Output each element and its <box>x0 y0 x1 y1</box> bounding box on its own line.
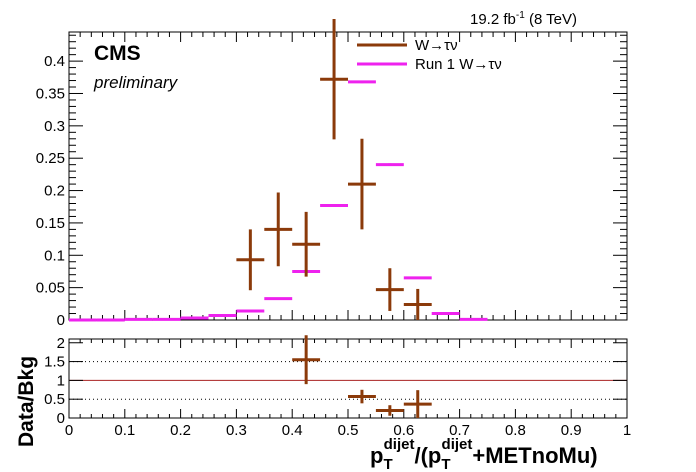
lumi-exponent: -1 <box>516 10 525 21</box>
main-axis-ticks <box>68 32 628 321</box>
wtaunu-point <box>264 192 293 267</box>
main-y-tick-label: 0.05 <box>36 280 65 297</box>
run1-point <box>348 80 376 84</box>
xlabel-tail: +METnoMu) <box>472 443 597 468</box>
wtaunu-point <box>403 288 432 320</box>
x-tick-label: 0 <box>65 422 73 439</box>
ratio-point <box>403 390 432 418</box>
x-tick-label: 0.6 <box>393 422 414 439</box>
main-data-marks <box>69 19 488 322</box>
main-y-tick-label: 0.35 <box>36 85 65 102</box>
xlabel-p1: p <box>370 443 383 468</box>
ratio-point <box>375 405 404 416</box>
run1-point <box>375 163 404 167</box>
x-tick-label: 0.9 <box>561 422 582 439</box>
main-y-tick-label: 0 <box>57 312 65 329</box>
lumi-value: 19.2 fb <box>470 11 516 28</box>
lumi-energy: (8 TeV) <box>525 11 577 28</box>
ratio-x-tick-labels: 0 0.1 0.2 0.3 0.4 0.5 0.6 0.7 0.8 0.9 1 <box>65 422 631 439</box>
run1-point <box>264 297 293 301</box>
main-y-tick-label: 0.3 <box>44 118 65 135</box>
x-tick-label: 0.4 <box>282 422 303 439</box>
ratio-y-tick-labels: 0 0.5 11.5 2 <box>44 335 65 427</box>
preliminary-label: preliminary <box>93 73 179 92</box>
wtaunu-point <box>320 19 348 140</box>
x-axis-title: pTdijet/(pTdijet+METnoMu) <box>370 436 598 472</box>
run1-point <box>320 203 348 207</box>
ratio-y-tick-label: 1.5 <box>44 354 65 371</box>
main-y-tick-label: 0.4 <box>44 53 65 70</box>
x-tick-label: 0.8 <box>505 422 526 439</box>
lumi-label: 19.2 fb-1 (8 TeV) <box>470 10 577 28</box>
main-y-tick-label: 0.25 <box>36 150 65 167</box>
main-y-tick-label: 0.1 <box>44 247 65 264</box>
legend-label-run1: Run 1 W→τν <box>415 56 502 73</box>
xlabel-sup2: dijet <box>442 436 473 453</box>
ratio-y-tick-label: 2 <box>57 335 65 352</box>
wtaunu-point <box>292 211 321 277</box>
main-y-tick-label: 0.2 <box>44 183 65 200</box>
ratio-reference-lines <box>69 361 627 400</box>
x-tick-label: 0.7 <box>449 422 470 439</box>
xlabel-sub2: T <box>441 456 450 472</box>
legend: W→τν Run 1 W→τν <box>357 37 502 73</box>
ratio-plot-frame <box>68 338 628 419</box>
ratio-point <box>348 389 376 404</box>
xlabel-sub1: T <box>383 456 392 472</box>
ratio-y-tick-label: 0.5 <box>44 391 65 408</box>
x-tick-label: 0.3 <box>226 422 247 439</box>
xlabel-mid: /(p <box>414 443 441 468</box>
ratio-y-tick-label: 0 <box>57 410 65 427</box>
xlabel-sup1: dijet <box>384 436 415 453</box>
x-tick-label: 1 <box>623 422 631 439</box>
main-y-tick-label: 0.15 <box>36 215 65 232</box>
run1-point <box>403 276 432 280</box>
ratio-data-marks <box>292 335 432 418</box>
ratio-axis-ticks <box>68 339 628 419</box>
ratio-point <box>292 335 321 385</box>
main-y-tick-labels: 0 0.05 0.1 0.15 0.2 0.25 0.3 0.35 0.4 <box>36 53 65 329</box>
x-tick-label: 0.2 <box>170 422 191 439</box>
ratio-y-axis-title: Data/Bkg <box>15 356 38 447</box>
run1-point <box>236 309 265 313</box>
cms-label: CMS <box>94 42 141 65</box>
x-tick-label: 0.5 <box>338 422 359 439</box>
legend-label-wtaunu: W→τν <box>415 37 458 54</box>
wtaunu-point <box>236 229 265 291</box>
wtaunu-point <box>375 268 404 311</box>
wtaunu-point <box>348 138 376 230</box>
x-tick-label: 0.1 <box>114 422 135 439</box>
ratio-y-tick-label: 1 <box>57 372 65 389</box>
